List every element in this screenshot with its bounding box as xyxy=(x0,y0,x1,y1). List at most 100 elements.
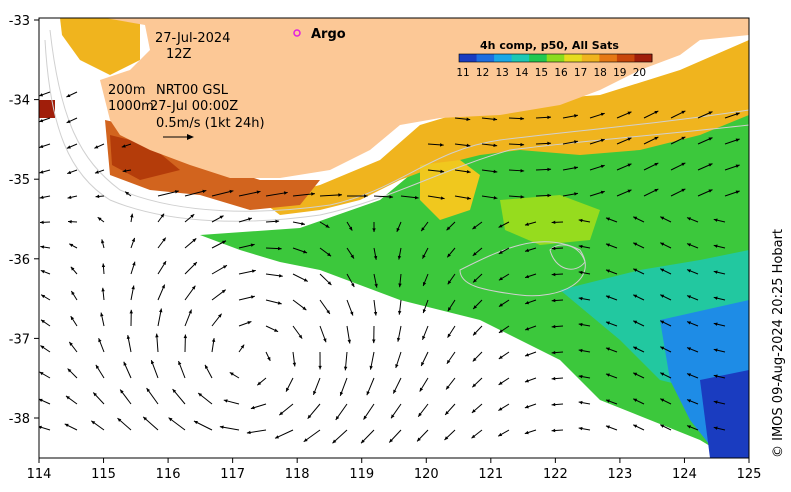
current-vector-head xyxy=(364,194,368,198)
lat-tick-label: -36 xyxy=(9,253,30,268)
current-vector-head xyxy=(713,426,718,430)
colorbar-swatch xyxy=(564,54,583,62)
current-vector-head xyxy=(633,346,638,350)
current-vector-head xyxy=(547,141,552,146)
argo-marker xyxy=(293,29,301,37)
current-vector-head xyxy=(396,227,400,232)
current-vector-head xyxy=(67,368,72,373)
current-vector-head xyxy=(250,405,255,410)
current-vector-head xyxy=(520,168,525,173)
current-vector-head xyxy=(229,372,234,376)
current-vector-head xyxy=(101,287,105,292)
current-vector-head xyxy=(551,428,556,433)
colorbar-swatch xyxy=(529,54,548,62)
current-vector-head xyxy=(303,278,308,282)
current-vector-head xyxy=(713,296,718,300)
current-vector xyxy=(265,191,288,197)
current-vector-head xyxy=(524,379,529,383)
current-vector-head xyxy=(129,309,133,314)
current-vector-head xyxy=(472,383,477,388)
current-vector-head xyxy=(466,169,471,174)
current-vector-head xyxy=(68,219,72,224)
current-vector-head xyxy=(654,162,659,167)
current-vector-head xyxy=(627,137,632,141)
colorbar-frame xyxy=(458,53,653,63)
current-vector-head xyxy=(94,170,99,174)
current-vector-head xyxy=(681,162,686,167)
current-vector-head xyxy=(372,339,376,344)
current-vector-head xyxy=(520,195,525,199)
colorbar-tick-label: 20 xyxy=(633,67,646,79)
current-vector-head xyxy=(39,118,44,123)
current-vector-head xyxy=(472,225,477,230)
current-vector-head xyxy=(422,281,427,286)
current-vector-head xyxy=(524,222,529,226)
current-vector-head xyxy=(472,357,477,362)
current-vector-head xyxy=(143,416,148,421)
lat-tick-label: -37 xyxy=(9,332,30,347)
current-vector-head xyxy=(250,243,255,247)
current-vector-head xyxy=(660,424,665,428)
current-vector-head xyxy=(132,261,136,266)
current-vector-head xyxy=(633,268,638,272)
current-vector-head xyxy=(190,214,195,218)
scale-arrow xyxy=(163,134,194,140)
current-vector-head xyxy=(121,144,126,148)
current-vector-head xyxy=(551,376,556,381)
current-vector-head xyxy=(713,322,718,326)
current-vector-head xyxy=(633,320,638,324)
current-vector-head xyxy=(574,192,578,196)
current-vector-head xyxy=(155,333,159,338)
current-vector-head xyxy=(551,350,556,355)
current-vector-head xyxy=(498,432,503,437)
current-vector-head xyxy=(335,415,340,420)
current-vector-head xyxy=(339,391,344,396)
current-vector-head xyxy=(447,333,451,338)
current-vector-head xyxy=(396,337,401,342)
current-vector-head xyxy=(520,142,525,147)
current-vector-head xyxy=(421,227,425,232)
current-vector-head xyxy=(160,213,165,218)
current-vector-head xyxy=(193,262,197,266)
current-vector-head xyxy=(498,381,503,385)
current-vector-head xyxy=(318,365,322,370)
current-vector-head xyxy=(278,274,283,278)
current-vector-head xyxy=(397,255,402,260)
current-vector-head xyxy=(275,435,280,439)
colorbar-swatches xyxy=(458,53,653,63)
colorbar-tick-label: 16 xyxy=(554,67,568,79)
current-vector-head xyxy=(473,305,477,310)
current-vector-head xyxy=(283,191,288,195)
current-vector-head xyxy=(578,270,583,275)
current-vector-head xyxy=(713,400,718,404)
current-vector-head xyxy=(466,143,471,148)
lon-tick-label: 121 xyxy=(478,467,503,482)
current-vector-head xyxy=(162,261,167,266)
current-vector-head xyxy=(218,313,222,318)
current-vector-head xyxy=(162,237,166,242)
current-vector-head xyxy=(414,195,419,200)
current-vector-head xyxy=(439,143,444,147)
current-vector-head xyxy=(246,430,251,435)
current-vector-head xyxy=(40,345,45,349)
current-vector-head xyxy=(600,112,605,117)
current-vector-head xyxy=(302,306,307,311)
current-vector-head xyxy=(422,309,427,314)
current-vector-head xyxy=(471,434,476,439)
current-vector-head xyxy=(98,338,102,343)
current-vector-head xyxy=(419,387,424,392)
current-vector-head xyxy=(395,364,399,369)
current-vector-head xyxy=(627,163,632,167)
lat-tick-label: -38 xyxy=(9,412,30,427)
current-vector-head xyxy=(131,237,136,242)
plot-frame xyxy=(38,17,750,459)
current-vector-head xyxy=(198,392,203,397)
current-vector-head xyxy=(605,399,610,403)
current-vector-head xyxy=(374,283,378,288)
current-vector-head xyxy=(447,253,451,258)
current-vector-head xyxy=(247,217,252,221)
current-vector xyxy=(238,190,261,197)
current-vector-head xyxy=(188,309,192,314)
current-vector-head xyxy=(421,361,425,366)
current-vector xyxy=(184,190,207,197)
